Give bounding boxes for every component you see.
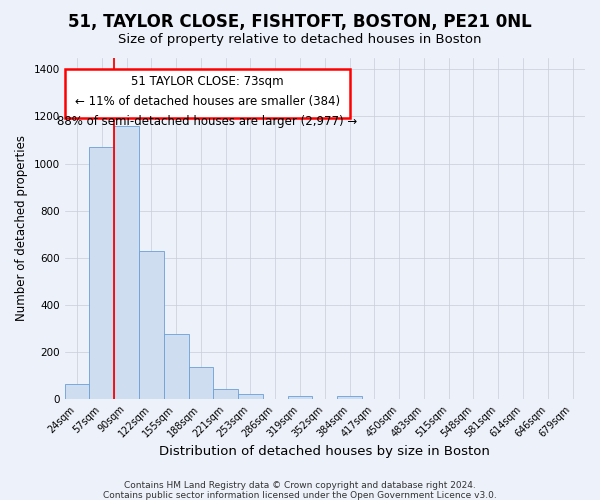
- Bar: [114, 126, 139, 399]
- FancyBboxPatch shape: [65, 70, 350, 117]
- Text: Contains HM Land Registry data © Crown copyright and database right 2024.: Contains HM Land Registry data © Crown c…: [124, 482, 476, 490]
- Text: 51 TAYLOR CLOSE: 73sqm
← 11% of detached houses are smaller (384)
88% of semi-de: 51 TAYLOR CLOSE: 73sqm ← 11% of detached…: [57, 75, 357, 128]
- Bar: [337, 396, 362, 399]
- Bar: [139, 250, 164, 399]
- Y-axis label: Number of detached properties: Number of detached properties: [15, 136, 28, 322]
- Bar: [89, 147, 114, 399]
- Bar: [188, 368, 214, 399]
- Bar: [65, 384, 89, 399]
- Bar: [214, 390, 238, 399]
- Text: Size of property relative to detached houses in Boston: Size of property relative to detached ho…: [118, 32, 482, 46]
- Bar: [287, 396, 313, 399]
- Text: 51, TAYLOR CLOSE, FISHTOFT, BOSTON, PE21 0NL: 51, TAYLOR CLOSE, FISHTOFT, BOSTON, PE21…: [68, 12, 532, 30]
- Text: Contains public sector information licensed under the Open Government Licence v3: Contains public sector information licen…: [103, 490, 497, 500]
- Bar: [238, 394, 263, 399]
- Bar: [164, 334, 188, 399]
- X-axis label: Distribution of detached houses by size in Boston: Distribution of detached houses by size …: [160, 444, 490, 458]
